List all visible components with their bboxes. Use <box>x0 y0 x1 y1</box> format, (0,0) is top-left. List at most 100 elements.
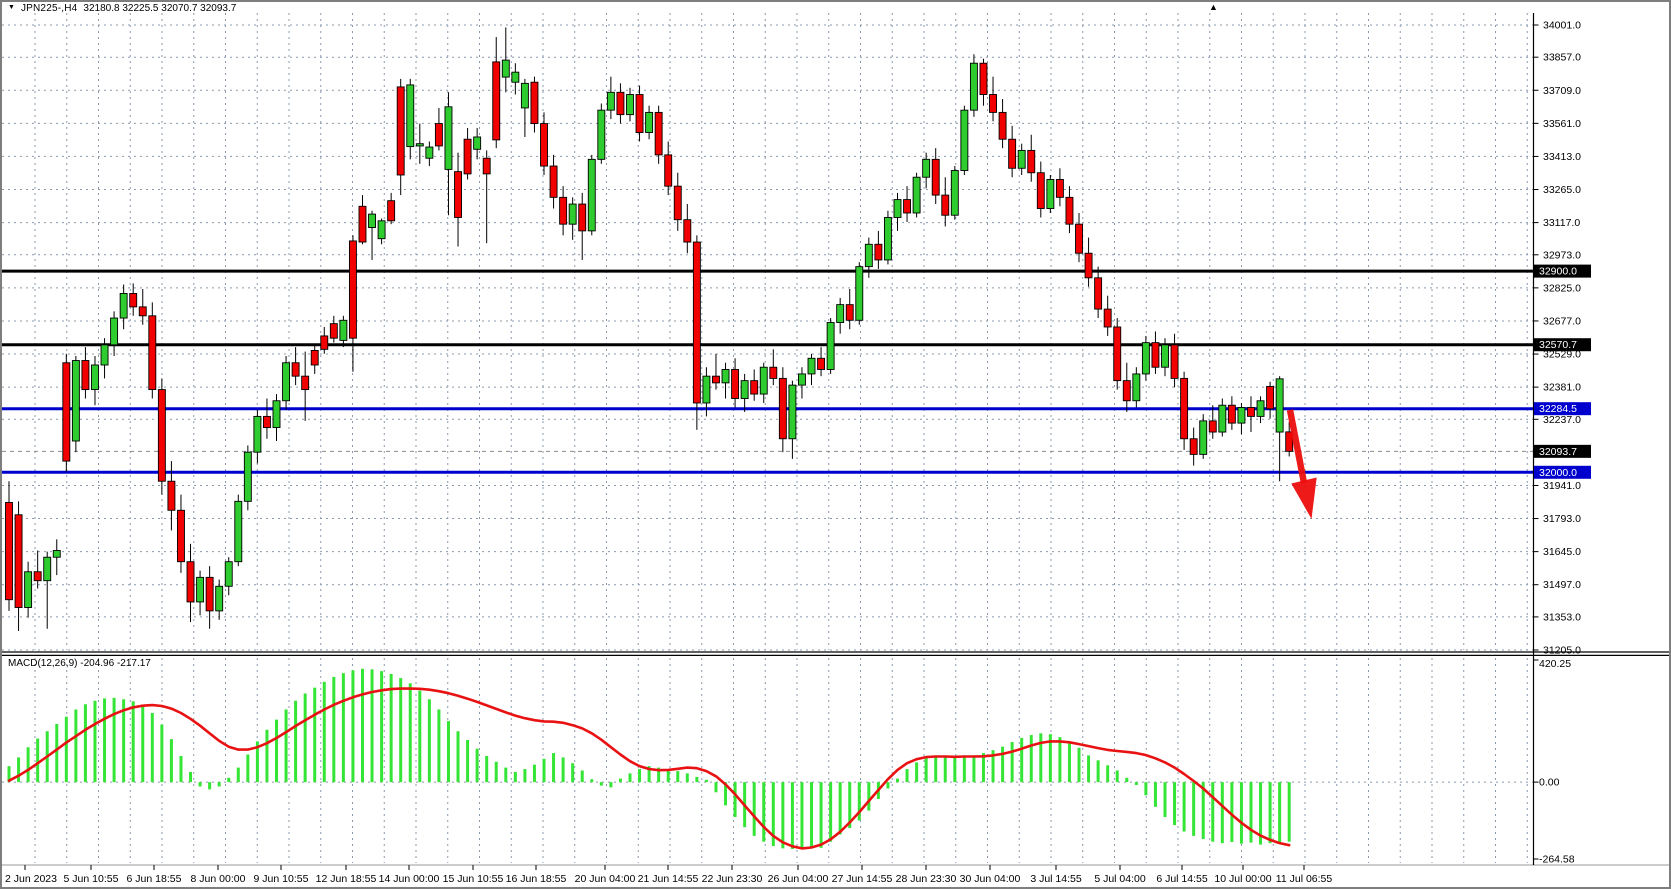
candle-bull <box>626 94 634 116</box>
chart-shift-marker-icon[interactable]: ▲ <box>1209 2 1218 12</box>
macd-histogram-bar <box>1096 760 1100 783</box>
time-axis-label: 21 Jun 14:55 <box>638 873 699 885</box>
macd-histogram-bar <box>74 709 78 783</box>
price-axis-label: 31941.0 <box>1543 480 1581 492</box>
candle-bull <box>1275 378 1284 433</box>
macd-histogram-bar <box>475 748 479 783</box>
candle-bull <box>253 415 262 453</box>
macd-histogram-bar <box>1249 782 1253 843</box>
candle-bear <box>1227 404 1236 424</box>
macd-histogram-bar <box>647 766 651 783</box>
macd-histogram-bar <box>848 782 852 829</box>
macd-histogram-bar <box>322 681 326 783</box>
candle-bear <box>778 377 787 440</box>
candle-bear <box>1008 138 1017 169</box>
chart-title-bar[interactable]: ▼ JPN225-,H4 32180.8 32225.5 32070.7 320… <box>8 3 236 14</box>
candle-bear <box>320 335 329 350</box>
candle-bear <box>482 157 491 175</box>
macd-histogram-bar <box>227 777 231 783</box>
candle-bear <box>262 415 271 429</box>
macd-histogram-bar <box>657 767 661 783</box>
macd-histogram-bar <box>303 693 307 783</box>
macd-histogram-bar <box>1067 741 1071 783</box>
candle-bear <box>750 380 759 395</box>
candle-bear <box>845 304 854 321</box>
time-axis-label: 22 Jun 23:30 <box>702 873 763 885</box>
candle-bull <box>473 136 482 150</box>
candle-bull <box>740 380 749 399</box>
price-level-tag-label: 32900.0 <box>1539 266 1577 278</box>
candle-bull <box>969 62 978 111</box>
candle-bull <box>520 82 529 109</box>
macd-histogram-bar <box>208 782 212 790</box>
candle-bear <box>1122 380 1131 402</box>
candle-bear <box>998 111 1007 140</box>
candle-bear <box>1075 223 1083 254</box>
candle-bull <box>1256 400 1265 417</box>
macd-histogram-bar <box>685 773 689 783</box>
macd-histogram-bar <box>399 678 403 783</box>
candle-bear <box>1055 179 1064 198</box>
macd-histogram-bar <box>1077 747 1081 783</box>
time-axis-label: 16 Jun 18:55 <box>506 873 567 885</box>
macd-histogram-bar <box>1153 782 1157 807</box>
price-level-tag <box>1534 264 1591 278</box>
candle-bull <box>196 576 205 603</box>
candle-bull <box>119 293 128 319</box>
price-axis-label: 31793.0 <box>1543 513 1581 525</box>
macd-histogram-bar <box>1287 782 1291 842</box>
candle-bull <box>568 203 577 225</box>
candle-bull <box>702 375 711 404</box>
price-level-tag-label: 32284.5 <box>1539 403 1577 415</box>
candle-bear <box>1170 344 1179 379</box>
price-axis-label: 33413.0 <box>1543 151 1581 163</box>
macd-histogram-bar <box>265 729 269 783</box>
candle-bear <box>81 360 90 391</box>
price-axis-label: 32825.0 <box>1543 282 1581 294</box>
candle-bull <box>597 109 606 160</box>
candle-bear <box>540 123 548 167</box>
candle-bear <box>903 199 911 214</box>
macd-histogram-bar <box>552 753 556 783</box>
candle-bull <box>368 213 376 228</box>
macd-histogram-bar <box>380 671 384 783</box>
candle-bull <box>798 373 806 386</box>
candle-bull <box>282 362 291 402</box>
candle-bull <box>425 146 434 159</box>
candle-bear <box>1065 196 1074 225</box>
macd-histogram-bar <box>1020 737 1024 783</box>
candle-bear <box>578 203 587 232</box>
candle-bear <box>1036 172 1045 209</box>
macd-histogram-bar <box>456 731 460 783</box>
candle-bull <box>511 71 520 83</box>
candle-bear <box>387 200 396 222</box>
candle-bear <box>129 293 138 308</box>
macd-axis-label: 420.25 <box>1539 658 1571 670</box>
time-axis-label: 14 Jun 00:00 <box>379 873 440 885</box>
price-level-tag-label: 32570.7 <box>1539 339 1577 351</box>
candle-bull <box>836 304 845 323</box>
candle-bear <box>138 306 147 317</box>
macd-histogram-bar <box>1259 782 1263 845</box>
candle-bear <box>167 480 176 511</box>
macd-histogram-bar <box>676 771 680 783</box>
macd-histogram-bar <box>1125 777 1129 783</box>
price-axis-label: 33561.0 <box>1543 118 1581 130</box>
macd-histogram-bar <box>160 724 164 783</box>
price-level-tag <box>1534 444 1591 458</box>
macd-histogram-bar <box>427 699 431 783</box>
candle-bull <box>864 243 873 268</box>
macd-histogram-bar <box>189 771 193 783</box>
candle-bear <box>396 86 405 176</box>
candle-bear <box>1151 342 1160 368</box>
macd-histogram-bar <box>179 755 183 783</box>
candle-bear <box>549 165 558 198</box>
macd-histogram-bar <box>895 778 899 783</box>
macd-histogram-bar <box>609 782 613 788</box>
macd-histogram-bar <box>924 757 928 783</box>
price-axis-label: 31497.0 <box>1543 579 1581 591</box>
macd-histogram-bar <box>1173 782 1177 826</box>
macd-histogram-bar <box>532 764 536 783</box>
symbol-dropdown-icon[interactable]: ▼ <box>8 4 15 11</box>
